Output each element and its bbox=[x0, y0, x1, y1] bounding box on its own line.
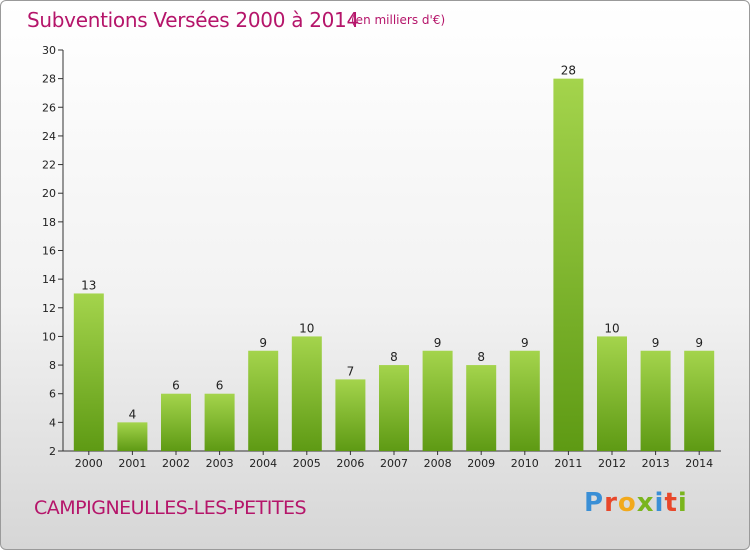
logo-letter: x bbox=[636, 488, 655, 518]
x-tick-label: 2009 bbox=[467, 457, 495, 470]
value-label-2012: 10 bbox=[604, 321, 619, 335]
chart-title: Subventions Versées 2000 à 2014 bbox=[27, 8, 359, 32]
y-tick-label: 18 bbox=[42, 216, 56, 229]
x-tick-label: 2002 bbox=[162, 457, 190, 470]
logo-letter: r bbox=[604, 488, 618, 518]
logo-letter: i bbox=[677, 488, 688, 518]
x-tick-label: 2005 bbox=[293, 457, 321, 470]
x-tick-label: 2003 bbox=[206, 457, 234, 470]
x-tick-label: 2006 bbox=[336, 457, 364, 470]
bar-2012 bbox=[597, 336, 627, 451]
value-label-2011: 28 bbox=[561, 64, 576, 78]
y-tick-label: 6 bbox=[49, 388, 56, 401]
x-tick-label: 2010 bbox=[511, 457, 539, 470]
y-tick-label: 28 bbox=[42, 73, 56, 86]
bar-2003 bbox=[204, 393, 235, 451]
bar-2011 bbox=[553, 78, 584, 452]
y-tick-label: 30 bbox=[42, 44, 56, 57]
x-tick-label: 2014 bbox=[685, 457, 713, 470]
y-tick-label: 12 bbox=[42, 302, 56, 315]
bar-2002 bbox=[161, 393, 191, 451]
value-label-2001: 4 bbox=[129, 407, 137, 421]
logo-letter: o bbox=[617, 488, 637, 518]
value-labels: 13 4 6 6 9 10 7 8 9 8 9 28 10 9 9 bbox=[81, 64, 703, 422]
y-tick-label: 10 bbox=[42, 330, 56, 343]
y-tick-label: 14 bbox=[42, 273, 56, 286]
logo-letter: t bbox=[664, 488, 678, 518]
x-tick-label: 2007 bbox=[380, 457, 408, 470]
x-axis: 2000 2001 2002 2003 2004 2005 2006 2007 2008 2009… bbox=[63, 450, 721, 470]
value-label-2003: 6 bbox=[216, 379, 224, 393]
value-label-2008: 9 bbox=[434, 336, 442, 350]
x-tick-label: 2004 bbox=[249, 457, 277, 470]
x-tick-label: 2013 bbox=[642, 457, 670, 470]
y-tick-label: 22 bbox=[42, 159, 56, 172]
bar-2005 bbox=[291, 336, 322, 451]
x-tick-label: 2011 bbox=[554, 457, 582, 470]
logo-letter: P bbox=[584, 488, 605, 518]
y-tick-label: 16 bbox=[42, 245, 56, 258]
value-label-2004: 9 bbox=[259, 336, 267, 350]
bar-2004 bbox=[248, 350, 279, 451]
value-label-2013: 9 bbox=[652, 336, 660, 350]
bar-2006 bbox=[335, 379, 366, 451]
value-label-2014: 9 bbox=[695, 336, 703, 350]
y-tick-label: 2 bbox=[49, 445, 56, 458]
commune-name: CAMPIGNEULLES-LES-PETITES bbox=[34, 497, 307, 519]
bars bbox=[73, 78, 715, 452]
bar-2008 bbox=[422, 350, 453, 451]
x-tick-label: 2000 bbox=[75, 457, 103, 470]
bar-2013 bbox=[640, 350, 671, 451]
x-tick-label: 2012 bbox=[598, 457, 626, 470]
value-label-2006: 7 bbox=[347, 364, 355, 378]
bar-2000 bbox=[73, 293, 104, 451]
y-tick-label: 24 bbox=[42, 130, 56, 143]
value-label-2002: 6 bbox=[172, 379, 180, 393]
y-tick-label: 4 bbox=[49, 416, 56, 429]
y-tick-label: 26 bbox=[42, 101, 56, 114]
bar-2014 bbox=[684, 350, 715, 451]
value-label-2007: 8 bbox=[390, 350, 398, 364]
bar-2009 bbox=[466, 365, 497, 451]
logo-letter: i bbox=[654, 488, 665, 518]
bar-2001 bbox=[117, 422, 148, 451]
y-tick-label: 8 bbox=[49, 359, 56, 372]
value-label-2010: 9 bbox=[521, 336, 529, 350]
bar-2010 bbox=[509, 350, 540, 451]
proxiti-logo: Proxiti bbox=[584, 488, 688, 518]
x-tick-label: 2001 bbox=[118, 457, 146, 470]
unit-note: (en milliers d'€) bbox=[351, 13, 446, 27]
y-tick-label: 20 bbox=[42, 187, 56, 200]
x-tick-label: 2008 bbox=[424, 457, 452, 470]
value-label-2005: 10 bbox=[299, 321, 314, 335]
value-label-2000: 13 bbox=[81, 278, 96, 292]
value-label-2009: 8 bbox=[477, 350, 485, 364]
bar-2007 bbox=[379, 365, 409, 451]
